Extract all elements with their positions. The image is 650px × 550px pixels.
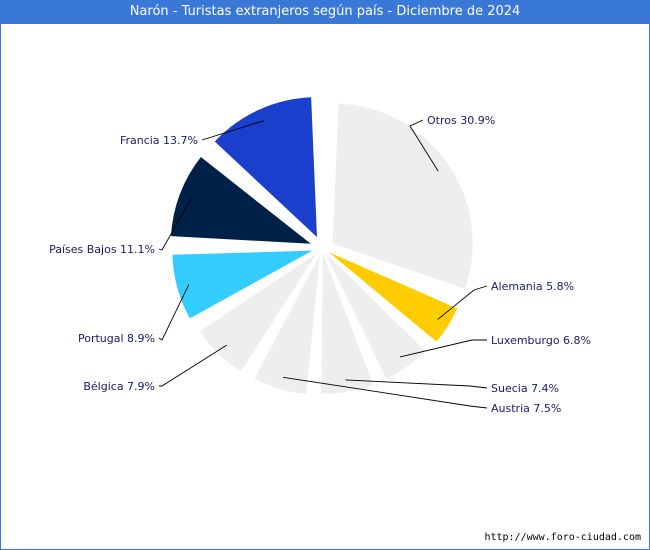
slice-label: Suecia 7.4% bbox=[491, 382, 559, 395]
slice-label: Bélgica 7.9% bbox=[83, 380, 155, 393]
leader-line bbox=[437, 285, 488, 320]
pie-slice-países-bajos bbox=[170, 157, 311, 244]
leader-line bbox=[159, 344, 227, 387]
pie-slice-austria bbox=[254, 254, 320, 395]
slice-label: Austria 7.5% bbox=[491, 402, 561, 415]
footer-url[interactable]: http://www.foro-ciudad.com bbox=[484, 532, 641, 543]
slice-label: Portugal 8.9% bbox=[78, 332, 155, 345]
slice-label: Francia 13.7% bbox=[120, 134, 198, 147]
slice-label: Luxemburgo 6.8% bbox=[491, 334, 591, 347]
pie-slice-portugal bbox=[172, 250, 313, 319]
leader-line bbox=[158, 284, 190, 341]
leader-line bbox=[158, 198, 192, 251]
leader-line bbox=[345, 379, 488, 389]
pie-slice-luxemburgo bbox=[325, 252, 426, 379]
pie-slice-francia bbox=[214, 97, 317, 238]
slice-label: Países Bajos 11.1% bbox=[49, 243, 155, 256]
leader-line bbox=[201, 120, 264, 141]
pie-slice-alemania bbox=[328, 252, 458, 342]
slice-label: Otros 30.9% bbox=[427, 114, 495, 127]
chart-title: Narón - Turistas extranjeros según país … bbox=[0, 0, 650, 24]
pie-slice-bélgica bbox=[199, 253, 317, 372]
pie-slice-suecia bbox=[320, 253, 374, 394]
leader-line bbox=[399, 339, 487, 358]
leader-line bbox=[409, 119, 439, 172]
pie-slice-otros bbox=[332, 103, 473, 289]
slice-label: Alemania 5.8% bbox=[491, 280, 574, 293]
leader-line bbox=[283, 376, 488, 409]
